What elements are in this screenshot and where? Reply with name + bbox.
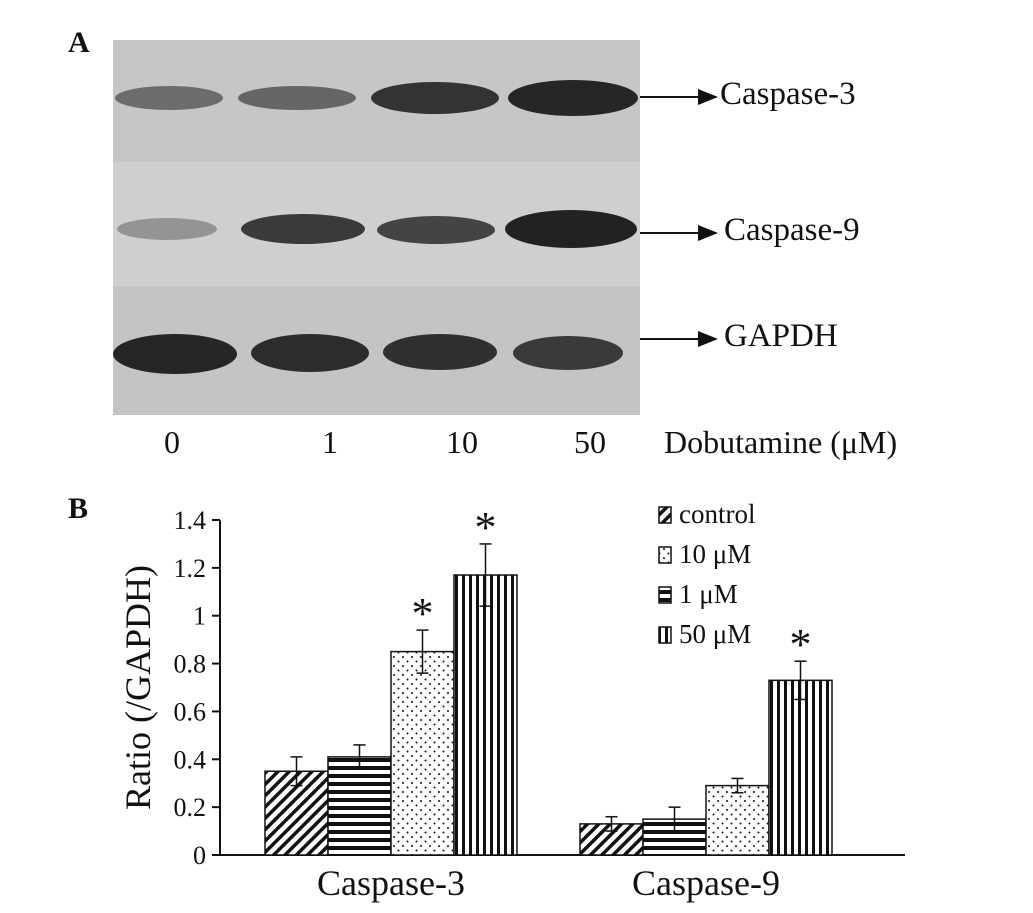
legend-label: control [679, 499, 755, 529]
lane-label-50: 50 [574, 424, 606, 460]
significance-star: * [475, 503, 497, 552]
caspase-ratio-bar-chart: 0 0.2 0.4 0.6 0.8 1 1.2 1.4 Ratio (/GAPDH) * * Casp… [118, 499, 905, 903]
blot-strip-caspase-3 [113, 40, 640, 162]
band-label-gapdh: GAPDH [724, 318, 838, 354]
band-caspase-9-lane-1 [241, 214, 365, 244]
band-caspase-3-lane-50 [508, 80, 638, 116]
y-tick-label: 1.4 [174, 506, 207, 535]
band-caspase-9-lane-0 [117, 218, 217, 240]
lane-label-1: 1 [322, 424, 338, 460]
band-caspase-9-lane-50 [505, 210, 637, 248]
band-gapdh-lane-0 [113, 334, 237, 374]
y-tick-label: 1 [193, 602, 206, 631]
band-label-caspase-3: Caspase-3 [720, 76, 856, 112]
y-axis-title: Ratio (/GAPDH) [118, 565, 158, 810]
band-caspase-3-lane-0 [115, 86, 223, 110]
band-label-arrows [640, 89, 718, 347]
dose-axis-title: Dobutamine (μM) [664, 424, 898, 460]
panel-b-letter: B [68, 492, 89, 525]
legend-swatch [658, 506, 672, 524]
blot-strip-gapdh [113, 286, 640, 415]
legend-swatch [658, 586, 672, 604]
bar-caspase-3-1 [327, 756, 392, 856]
western-blot-image [113, 40, 640, 415]
significance-star: * [790, 620, 812, 669]
y-tick-label: 0.4 [174, 745, 207, 774]
y-tick-label: 0.8 [174, 650, 207, 679]
x-category-label: Caspase-3 [317, 863, 465, 903]
bar-caspase-3-2 [390, 650, 455, 856]
legend-label: 1 μM [679, 579, 738, 609]
y-tick-label: 0.2 [174, 793, 207, 822]
bar-caspase-9-3 [768, 679, 833, 856]
y-tick-label: 0.6 [174, 697, 207, 726]
bar-caspase-9-2 [705, 784, 770, 856]
legend-label: 50 μM [679, 619, 751, 649]
band-gapdh-lane-10 [383, 334, 497, 370]
x-category-label: Caspase-9 [632, 863, 780, 903]
y-tick-label: 0 [193, 841, 206, 870]
panel-a-letter: A [68, 26, 90, 59]
band-caspase-3-lane-10 [371, 82, 499, 114]
band-gapdh-lane-1 [251, 334, 369, 372]
lane-label-0: 0 [164, 424, 180, 460]
bar-caspase-3-3 [453, 574, 518, 856]
band-caspase-3-lane-1 [238, 86, 356, 110]
blot-strip-caspase-9 [113, 162, 640, 286]
y-tick-label: 1.2 [174, 554, 207, 583]
band-caspase-9-lane-10 [377, 216, 495, 244]
lane-label-10: 10 [446, 424, 478, 460]
legend-swatch [658, 546, 672, 564]
legend-swatch [658, 626, 672, 644]
significance-star: * [412, 589, 434, 638]
legend-label: 10 μM [679, 539, 751, 569]
band-label-caspase-9: Caspase-9 [724, 212, 860, 248]
band-gapdh-lane-50 [513, 336, 623, 370]
